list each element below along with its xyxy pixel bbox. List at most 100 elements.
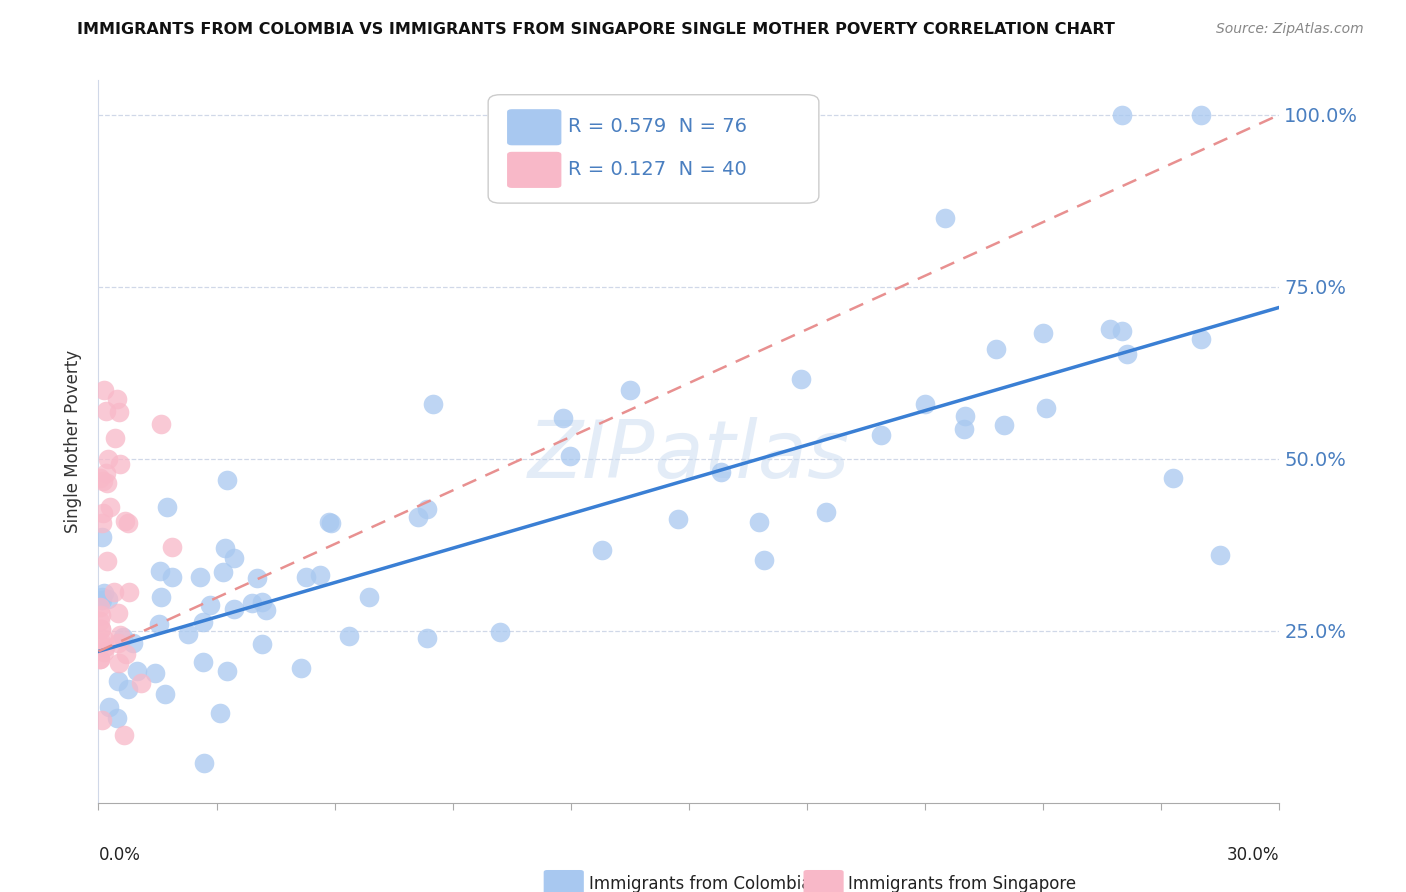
- Point: [107, 673, 129, 688]
- FancyBboxPatch shape: [488, 95, 818, 203]
- Point: [222, 602, 245, 616]
- Point: [111, 630, 134, 644]
- Point: [149, 564, 172, 578]
- Point: [122, 636, 145, 650]
- Point: [90, 608, 112, 623]
- Point: [114, 514, 136, 528]
- Point: [145, 666, 167, 681]
- Point: [108, 656, 131, 670]
- Point: [188, 570, 211, 584]
- Point: [149, 417, 172, 431]
- Point: [558, 450, 581, 464]
- Point: [250, 595, 273, 609]
- Point: [422, 397, 444, 411]
- Point: [408, 509, 430, 524]
- Text: ZIPatlas: ZIPatlas: [527, 417, 851, 495]
- Point: [191, 655, 214, 669]
- Point: [217, 664, 239, 678]
- Text: Immigrants from Colombia: Immigrants from Colombia: [589, 875, 811, 892]
- Point: [148, 617, 170, 632]
- Point: [250, 637, 273, 651]
- Point: [117, 516, 139, 530]
- Point: [162, 540, 184, 554]
- Point: [710, 465, 733, 479]
- Point: [104, 431, 127, 445]
- Point: [1189, 108, 1212, 122]
- Text: Immigrants from Singapore: Immigrants from Singapore: [848, 875, 1077, 892]
- Point: [254, 602, 277, 616]
- Y-axis label: Single Mother Poverty: Single Mother Poverty: [65, 350, 83, 533]
- Point: [103, 585, 125, 599]
- Point: [97, 592, 120, 607]
- Point: [209, 706, 232, 720]
- Point: [110, 457, 132, 471]
- Point: [246, 571, 269, 585]
- Point: [619, 383, 641, 397]
- Point: [90, 623, 112, 637]
- Point: [96, 475, 118, 490]
- Point: [295, 570, 318, 584]
- Point: [89, 615, 111, 629]
- Point: [98, 500, 121, 515]
- Point: [290, 661, 312, 675]
- Point: [91, 713, 114, 727]
- Point: [96, 553, 118, 567]
- Point: [416, 631, 439, 645]
- Point: [754, 552, 776, 566]
- Point: [91, 516, 114, 530]
- Point: [1032, 326, 1054, 340]
- Point: [108, 628, 131, 642]
- Point: [666, 512, 689, 526]
- Point: [242, 596, 264, 610]
- Point: [934, 211, 956, 225]
- Point: [953, 409, 976, 423]
- Point: [90, 622, 112, 636]
- Point: [93, 383, 115, 397]
- FancyBboxPatch shape: [803, 870, 844, 892]
- Point: [416, 501, 439, 516]
- Point: [91, 506, 114, 520]
- Point: [97, 451, 120, 466]
- Point: [108, 405, 131, 419]
- Text: Source: ZipAtlas.com: Source: ZipAtlas.com: [1216, 22, 1364, 37]
- Point: [117, 682, 139, 697]
- Point: [98, 700, 121, 714]
- Point: [1111, 108, 1133, 122]
- Point: [94, 640, 117, 654]
- Point: [214, 541, 236, 555]
- Point: [153, 687, 176, 701]
- Point: [156, 500, 179, 515]
- Point: [118, 584, 141, 599]
- Point: [1116, 347, 1139, 361]
- Point: [93, 586, 115, 600]
- FancyBboxPatch shape: [508, 109, 561, 145]
- Point: [89, 599, 111, 614]
- Point: [815, 505, 838, 519]
- Point: [91, 591, 114, 605]
- Text: 30.0%: 30.0%: [1227, 847, 1279, 864]
- Point: [112, 728, 135, 742]
- FancyBboxPatch shape: [544, 870, 583, 892]
- Point: [105, 392, 128, 406]
- Point: [790, 372, 813, 386]
- Text: IMMIGRANTS FROM COLOMBIA VS IMMIGRANTS FROM SINGAPORE SINGLE MOTHER POVERTY CORR: IMMIGRANTS FROM COLOMBIA VS IMMIGRANTS F…: [77, 22, 1115, 37]
- Point: [224, 551, 246, 566]
- Point: [91, 592, 114, 607]
- Point: [1163, 471, 1185, 485]
- Point: [91, 475, 114, 489]
- Point: [160, 570, 183, 584]
- Point: [107, 636, 129, 650]
- Point: [198, 598, 221, 612]
- Point: [149, 590, 172, 604]
- Point: [89, 651, 111, 665]
- Point: [993, 418, 1015, 433]
- Point: [489, 624, 512, 639]
- Point: [193, 756, 215, 771]
- Point: [1189, 332, 1212, 346]
- Point: [953, 422, 976, 436]
- Point: [177, 626, 200, 640]
- Point: [115, 648, 138, 662]
- Point: [1035, 401, 1057, 416]
- Point: [309, 568, 332, 582]
- Point: [984, 342, 1007, 356]
